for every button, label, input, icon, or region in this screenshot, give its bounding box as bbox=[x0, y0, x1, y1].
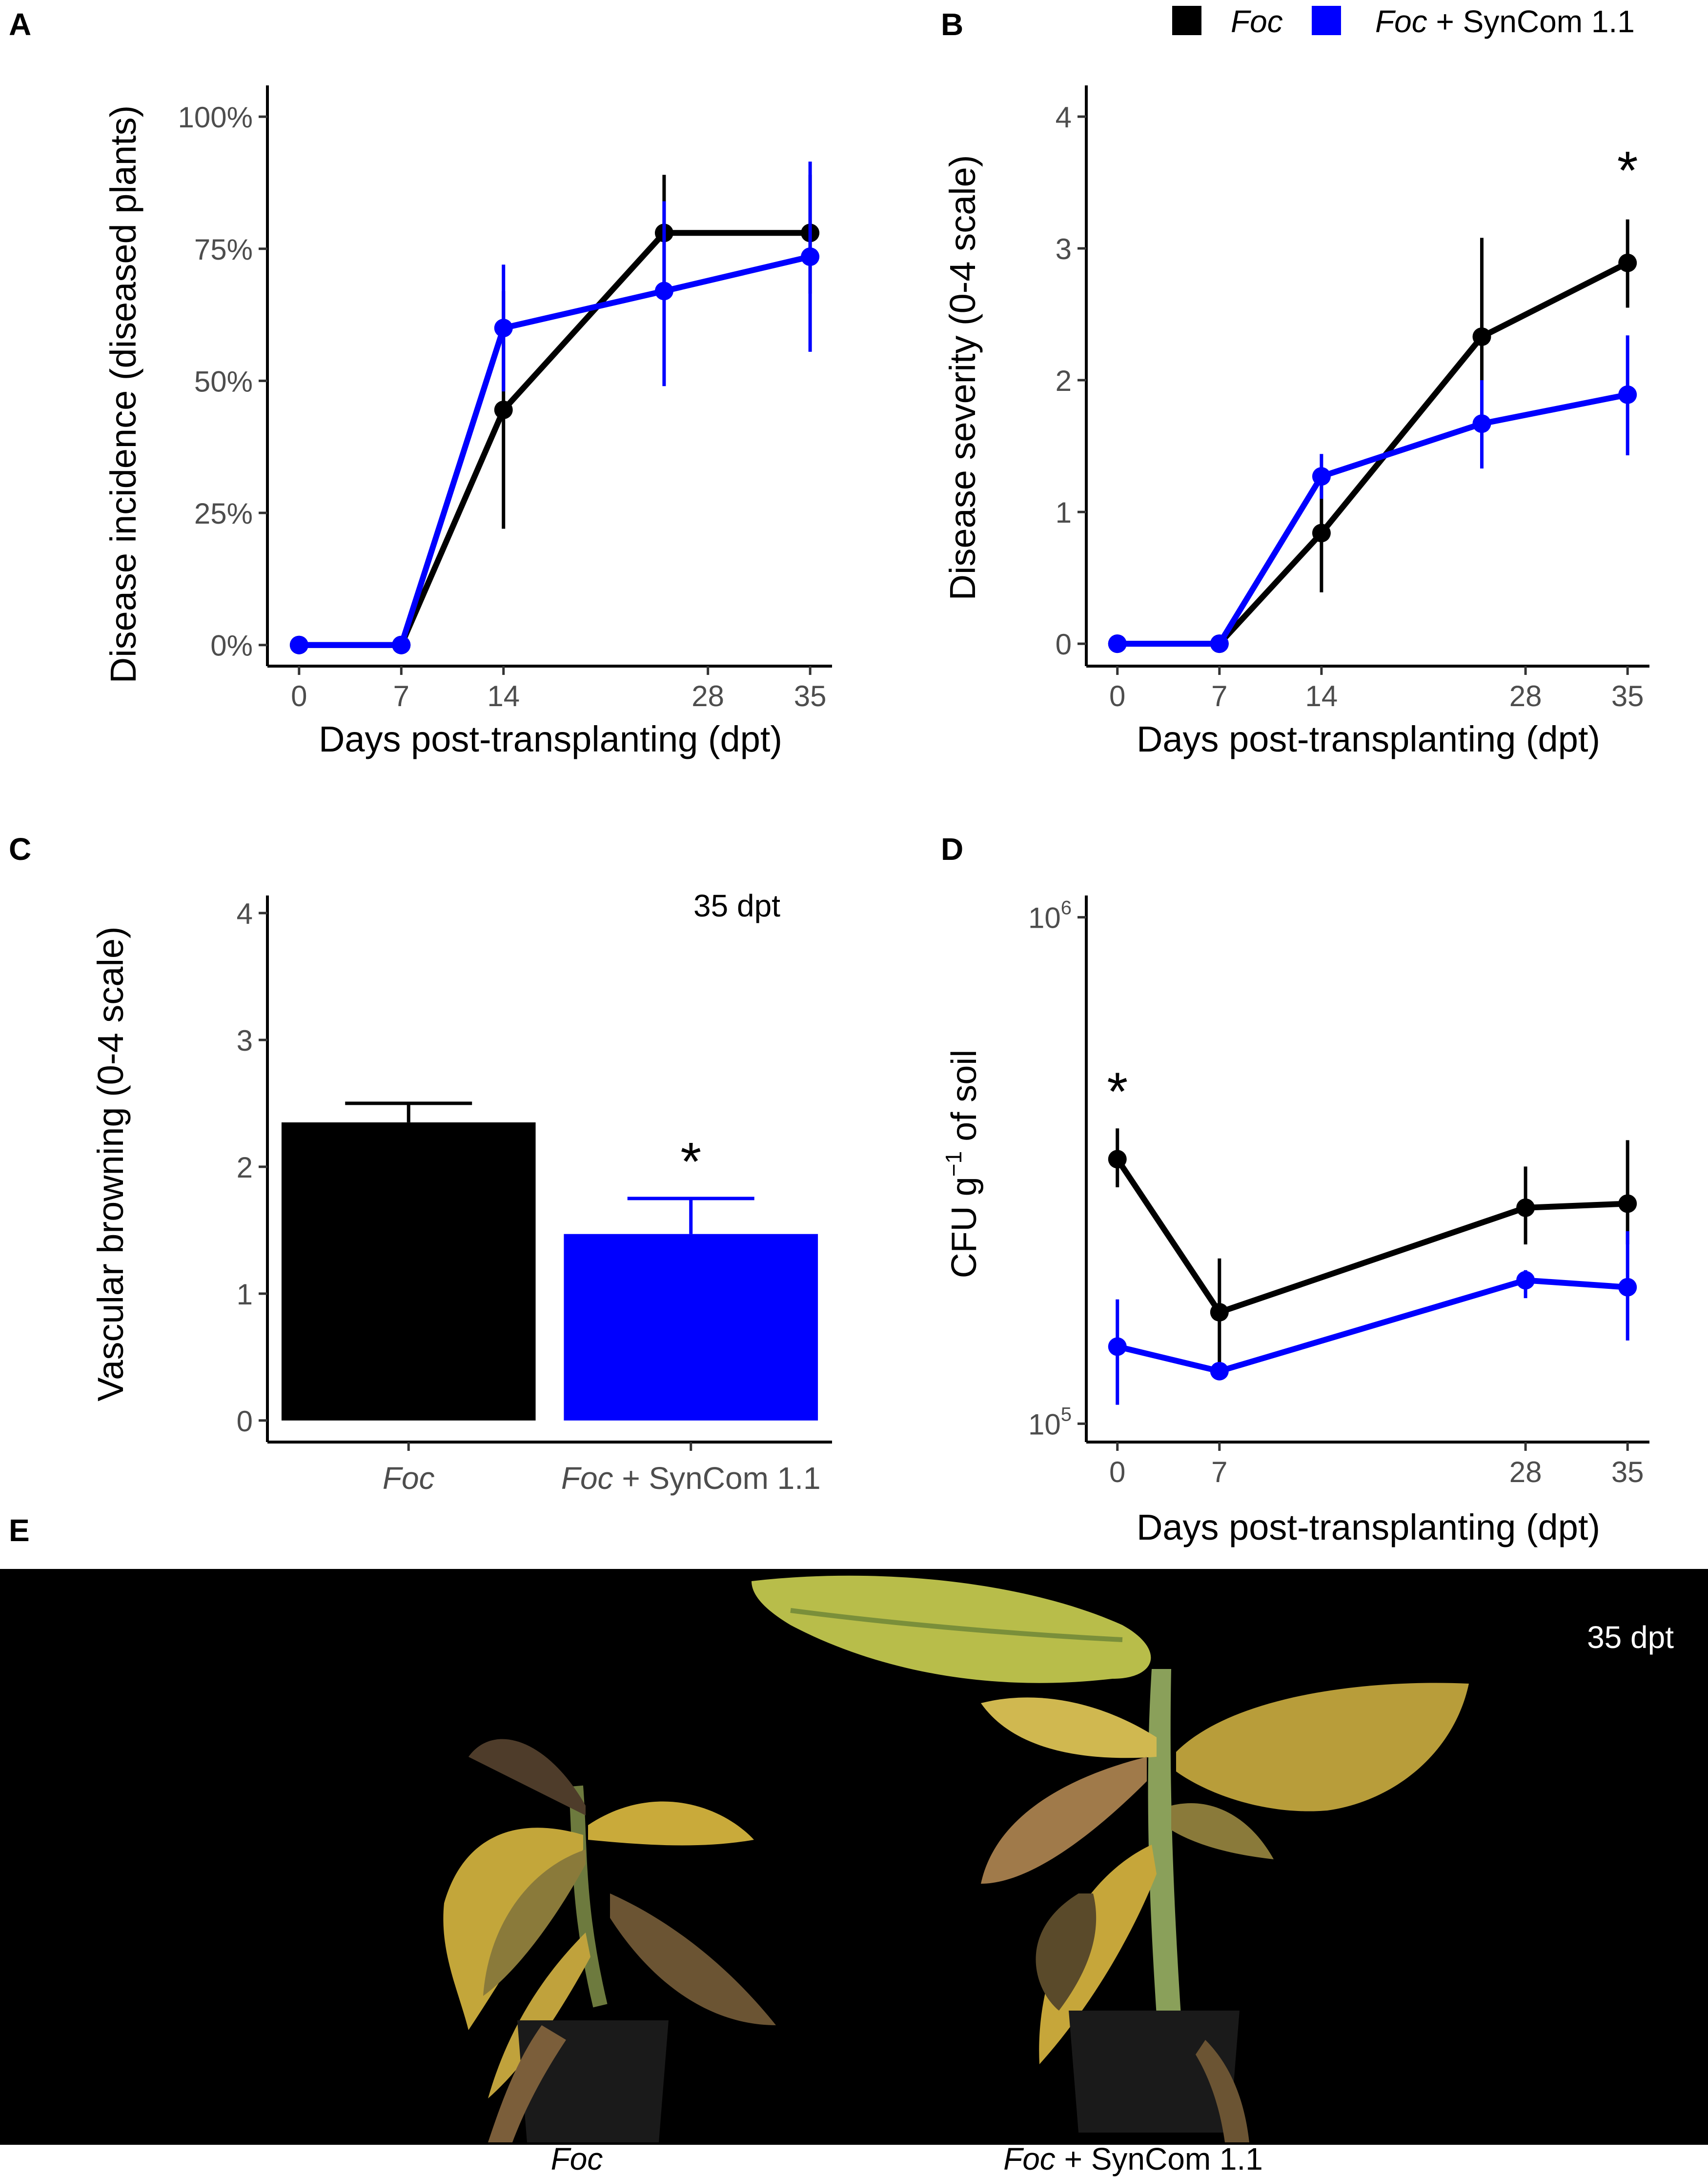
data-point-syncom bbox=[801, 247, 820, 266]
panel-a-x-tick-label: 0 bbox=[291, 680, 307, 712]
panel-b-y-tick-label: 1 bbox=[1056, 496, 1072, 529]
panel-a-y-tick-label: 50% bbox=[194, 365, 253, 398]
panel-a-x-tick-label: 35 bbox=[794, 680, 827, 712]
series-line-syncom bbox=[1117, 1277, 1628, 1374]
photo-background bbox=[0, 1569, 1708, 2145]
panel-label-b: B bbox=[941, 7, 963, 42]
data-point-syncom bbox=[1618, 1278, 1637, 1297]
panel-d-xlabel: Days post-transplanting (dpt) bbox=[1137, 1507, 1600, 1547]
series-line-syncom bbox=[299, 254, 811, 648]
legend-swatch-foc bbox=[1172, 6, 1201, 35]
panel-a-line-chart: Disease incidence (diseased plants) Days… bbox=[103, 85, 832, 759]
data-point-syncom bbox=[1472, 414, 1491, 433]
panel-d-x-tick-label: 7 bbox=[1211, 1456, 1227, 1488]
panel-b-ylabel: Disease severity (0-4 scale) bbox=[942, 155, 983, 601]
panel-a-ylabel: Disease incidence (diseased plants) bbox=[103, 105, 143, 684]
data-point-foc bbox=[1472, 327, 1491, 346]
panel-b-xlabel: Days post-transplanting (dpt) bbox=[1137, 719, 1600, 759]
panel-a-y-tick-label: 0% bbox=[210, 630, 253, 662]
significance-asterisk: * bbox=[1617, 141, 1638, 201]
data-point-syncom bbox=[654, 282, 673, 301]
panel-c-y-tick-label: 0 bbox=[237, 1405, 253, 1438]
panel-d-line-chart: CFU g−1 of soil Days post-transplanting … bbox=[941, 895, 1649, 1547]
data-point-foc bbox=[1618, 253, 1637, 272]
panel-b-x-tick-label: 14 bbox=[1305, 680, 1338, 712]
panel-b-x-tick-label: 7 bbox=[1211, 680, 1227, 712]
data-point-syncom bbox=[1312, 467, 1331, 486]
photo-caption-foc: Foc bbox=[551, 2141, 603, 2177]
legend-label-foc: Foc bbox=[1231, 4, 1283, 39]
photo-caption-syncom: Foc + SynCom 1.1 bbox=[1003, 2141, 1263, 2177]
panel-d-y-tick-label: 106 bbox=[1028, 897, 1072, 935]
bar bbox=[281, 1122, 536, 1421]
data-point-syncom bbox=[289, 635, 308, 654]
panel-c-y-tick-label: 3 bbox=[237, 1024, 253, 1057]
series-line-foc bbox=[1117, 260, 1629, 647]
data-point-syncom bbox=[1210, 1362, 1229, 1381]
panel-c-x-tick-label: Foc + SynCom 1.1 bbox=[561, 1461, 821, 1496]
series-line-syncom bbox=[1117, 391, 1628, 647]
panel-c-ylabel: Vascular browning (0-4 scale) bbox=[90, 926, 131, 1401]
panel-b-x-tick-label: 28 bbox=[1509, 680, 1542, 712]
data-point-foc bbox=[1516, 1198, 1535, 1217]
panel-a-x-tick-label: 28 bbox=[691, 680, 724, 712]
panel-label-c: C bbox=[9, 832, 31, 867]
panel-a-y-tick-label: 75% bbox=[194, 233, 253, 266]
legend-label-syncom: Foc + SynCom 1.1 bbox=[1375, 4, 1635, 39]
panel-b-x-tick-label: 35 bbox=[1611, 680, 1644, 712]
panel-a-y-tick-label: 100% bbox=[178, 101, 253, 134]
plant-foc-illustration bbox=[443, 1739, 776, 2142]
panel-c-y-tick-label: 4 bbox=[237, 897, 253, 930]
panel-c-y-tick-label: 1 bbox=[237, 1278, 253, 1311]
data-point-syncom bbox=[1210, 634, 1229, 653]
panel-d-ylabel: CFU g−1 of soil bbox=[941, 1050, 984, 1279]
panel-a-xlabel: Days post-transplanting (dpt) bbox=[319, 719, 782, 759]
panel-d-x-tick-label: 0 bbox=[1109, 1456, 1125, 1488]
panel-c-y-tick-label: 2 bbox=[237, 1151, 253, 1184]
legend-swatch-syncom bbox=[1312, 6, 1341, 35]
panel-a-x-tick-label: 14 bbox=[487, 680, 520, 712]
panel-label-e: E bbox=[9, 1513, 30, 1548]
bar bbox=[564, 1234, 818, 1421]
series-line-foc bbox=[1115, 1157, 1628, 1316]
panel-a-y-tick-label: 25% bbox=[194, 497, 253, 530]
panel-b-x-tick-label: 0 bbox=[1109, 680, 1125, 712]
panel-label-d: D bbox=[941, 832, 963, 867]
panel-d-x-tick-label: 28 bbox=[1509, 1456, 1542, 1488]
data-point-foc bbox=[494, 400, 513, 419]
panel-a-x-tick-label: 7 bbox=[393, 680, 409, 712]
data-point-syncom bbox=[1618, 385, 1637, 404]
panel-e-photo: 35 dpt bbox=[0, 1569, 1708, 2145]
photo-timepoint-label: 35 dpt bbox=[1587, 1620, 1674, 1655]
data-point-syncom bbox=[392, 635, 411, 654]
panel-b-y-tick-label: 4 bbox=[1056, 101, 1072, 134]
data-point-syncom bbox=[1108, 1337, 1127, 1356]
data-point-syncom bbox=[1108, 634, 1127, 653]
panel-b-line-chart: Disease severity (0-4 scale) Days post-t… bbox=[942, 85, 1649, 759]
data-point-foc bbox=[1210, 1303, 1229, 1322]
panel-c-x-tick-label: Foc bbox=[383, 1461, 435, 1496]
significance-asterisk: * bbox=[680, 1132, 701, 1192]
panel-label-a: A bbox=[9, 7, 31, 42]
data-point-syncom bbox=[1516, 1271, 1535, 1290]
series-line-foc bbox=[299, 230, 811, 648]
data-point-syncom bbox=[494, 319, 513, 338]
data-point-foc bbox=[1618, 1194, 1637, 1213]
data-point-foc bbox=[1108, 1150, 1127, 1169]
panel-d-x-tick-label: 35 bbox=[1611, 1456, 1644, 1488]
panel-b-y-tick-label: 2 bbox=[1056, 365, 1072, 397]
legend: Foc Foc + SynCom 1.1 bbox=[1172, 4, 1635, 39]
significance-asterisk: * bbox=[1107, 1062, 1128, 1122]
plant-syncom-illustration bbox=[752, 1575, 1469, 2142]
data-point-foc bbox=[1312, 524, 1331, 543]
panel-b-y-tick-label: 0 bbox=[1056, 628, 1072, 661]
panel-c-note: 35 dpt bbox=[693, 888, 780, 923]
panel-d-y-tick-label: 105 bbox=[1028, 1404, 1072, 1441]
panel-c-bar-chart: Vascular browning (0-4 scale) 35 dpt 0 1 2… bbox=[90, 888, 832, 1496]
panel-b-y-tick-label: 3 bbox=[1056, 233, 1072, 265]
